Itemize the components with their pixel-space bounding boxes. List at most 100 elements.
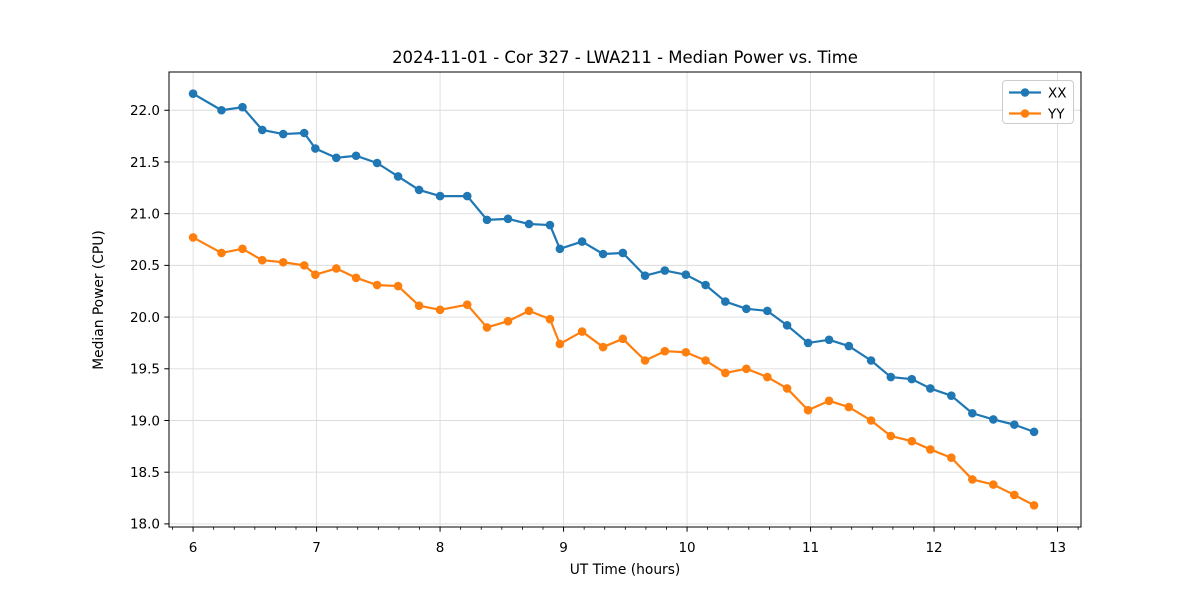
x-tick-label: 8 (436, 540, 445, 556)
series-layer (188, 89, 1039, 510)
data-point-marker (968, 475, 977, 484)
data-point-marker (968, 408, 977, 418)
data-point-marker (989, 415, 998, 424)
data-point-marker (311, 270, 320, 279)
data-point-marker (824, 335, 834, 345)
data-point-marker (824, 396, 834, 406)
x-tick-label: 9 (559, 540, 568, 556)
data-point-marker (332, 264, 341, 273)
data-point-marker (257, 255, 267, 265)
data-point-marker (503, 316, 513, 326)
x-tick-label: 12 (925, 540, 942, 556)
y-tick-label: 21.0 (130, 206, 160, 222)
data-point-marker (886, 372, 896, 382)
data-point-marker (545, 220, 555, 230)
x-axis: 6 7 8 9 10 11 12 13 (172, 527, 1079, 556)
data-point-marker (660, 346, 670, 356)
x-tick-label: 6 (189, 540, 198, 556)
data-point-marker (926, 445, 935, 454)
x-tick-label: 10 (678, 540, 695, 556)
data-point-marker (866, 356, 876, 365)
data-point-marker (503, 214, 513, 224)
data-point-marker (524, 306, 534, 316)
y-axis-label: Median Power (CPU) (91, 230, 107, 370)
data-point-marker (188, 89, 198, 99)
data-point-marker (555, 244, 565, 254)
x-tick-label: 7 (312, 540, 321, 556)
data-point-marker (866, 416, 876, 425)
data-point-marker (640, 271, 650, 281)
data-point-marker (803, 405, 813, 415)
data-point-marker (278, 129, 288, 139)
y-tick-label: 20.0 (130, 310, 160, 326)
data-point-marker (782, 384, 792, 393)
data-point-marker (844, 341, 854, 351)
data-point-marker (351, 273, 361, 283)
legend-swatch-marker (1020, 109, 1030, 118)
data-point-marker (238, 102, 247, 112)
data-point-marker (660, 266, 670, 275)
data-point-marker (393, 281, 403, 291)
data-point-marker (482, 215, 492, 225)
data-point-marker (989, 480, 998, 489)
data-point-marker (1010, 490, 1019, 500)
chart-title: 2024-11-01 - Cor 327 - LWA211 - Median P… (392, 48, 858, 67)
data-point-marker (763, 306, 772, 316)
data-point-marker (188, 233, 198, 242)
data-point-marker (618, 248, 628, 258)
data-point-marker (435, 191, 445, 201)
data-point-marker (640, 356, 650, 365)
y-tick-label: 19.0 (130, 413, 160, 429)
data-point-marker (435, 305, 445, 315)
data-point-marker (681, 347, 691, 357)
data-point-marker (742, 364, 751, 374)
data-point-marker (926, 384, 935, 393)
y-tick-label: 22.0 (130, 103, 160, 119)
data-point-marker (1029, 500, 1039, 510)
legend-label-xx: XX (1048, 85, 1067, 101)
grid (169, 72, 1081, 527)
data-point-marker (721, 368, 730, 378)
data-point-marker (545, 314, 555, 324)
plot-frame (168, 71, 1082, 528)
data-point-marker (763, 372, 772, 382)
data-point-marker (372, 280, 382, 290)
data-point-marker (278, 257, 288, 267)
data-point-marker (907, 436, 917, 446)
data-point-marker (721, 297, 730, 306)
legend-swatch-marker (1020, 88, 1030, 97)
data-point-marker (257, 125, 267, 135)
data-point-marker (844, 402, 854, 412)
data-point-marker (217, 248, 226, 258)
data-point-marker (618, 334, 628, 344)
data-point-marker (393, 172, 403, 181)
y-tick-label: 18.0 (130, 517, 160, 533)
data-point-marker (462, 300, 472, 309)
data-point-marker (577, 237, 587, 246)
x-tick-label: 11 (802, 540, 819, 556)
data-point-marker (414, 185, 424, 195)
data-point-marker (577, 327, 587, 336)
series-line-yy (191, 236, 1036, 507)
data-point-marker (482, 323, 492, 332)
x-axis-label: UT Time (hours) (570, 562, 681, 578)
data-point-marker (782, 321, 792, 330)
data-point-marker (524, 219, 534, 229)
data-point-marker (598, 249, 608, 259)
legend-label-yy: YY (1047, 106, 1065, 122)
data-point-marker (372, 158, 382, 168)
legend: XX YY (1002, 80, 1074, 124)
data-point-marker (598, 342, 608, 352)
data-point-marker (299, 128, 309, 138)
data-point-marker (1029, 427, 1039, 437)
data-point-marker (299, 261, 309, 270)
data-point-marker (803, 338, 813, 348)
data-point-marker (947, 391, 956, 400)
data-point-marker (1010, 420, 1019, 429)
series-line-xx (191, 92, 1036, 433)
data-point-marker (701, 280, 710, 290)
data-point-marker (701, 356, 710, 365)
data-point-marker (414, 301, 424, 311)
